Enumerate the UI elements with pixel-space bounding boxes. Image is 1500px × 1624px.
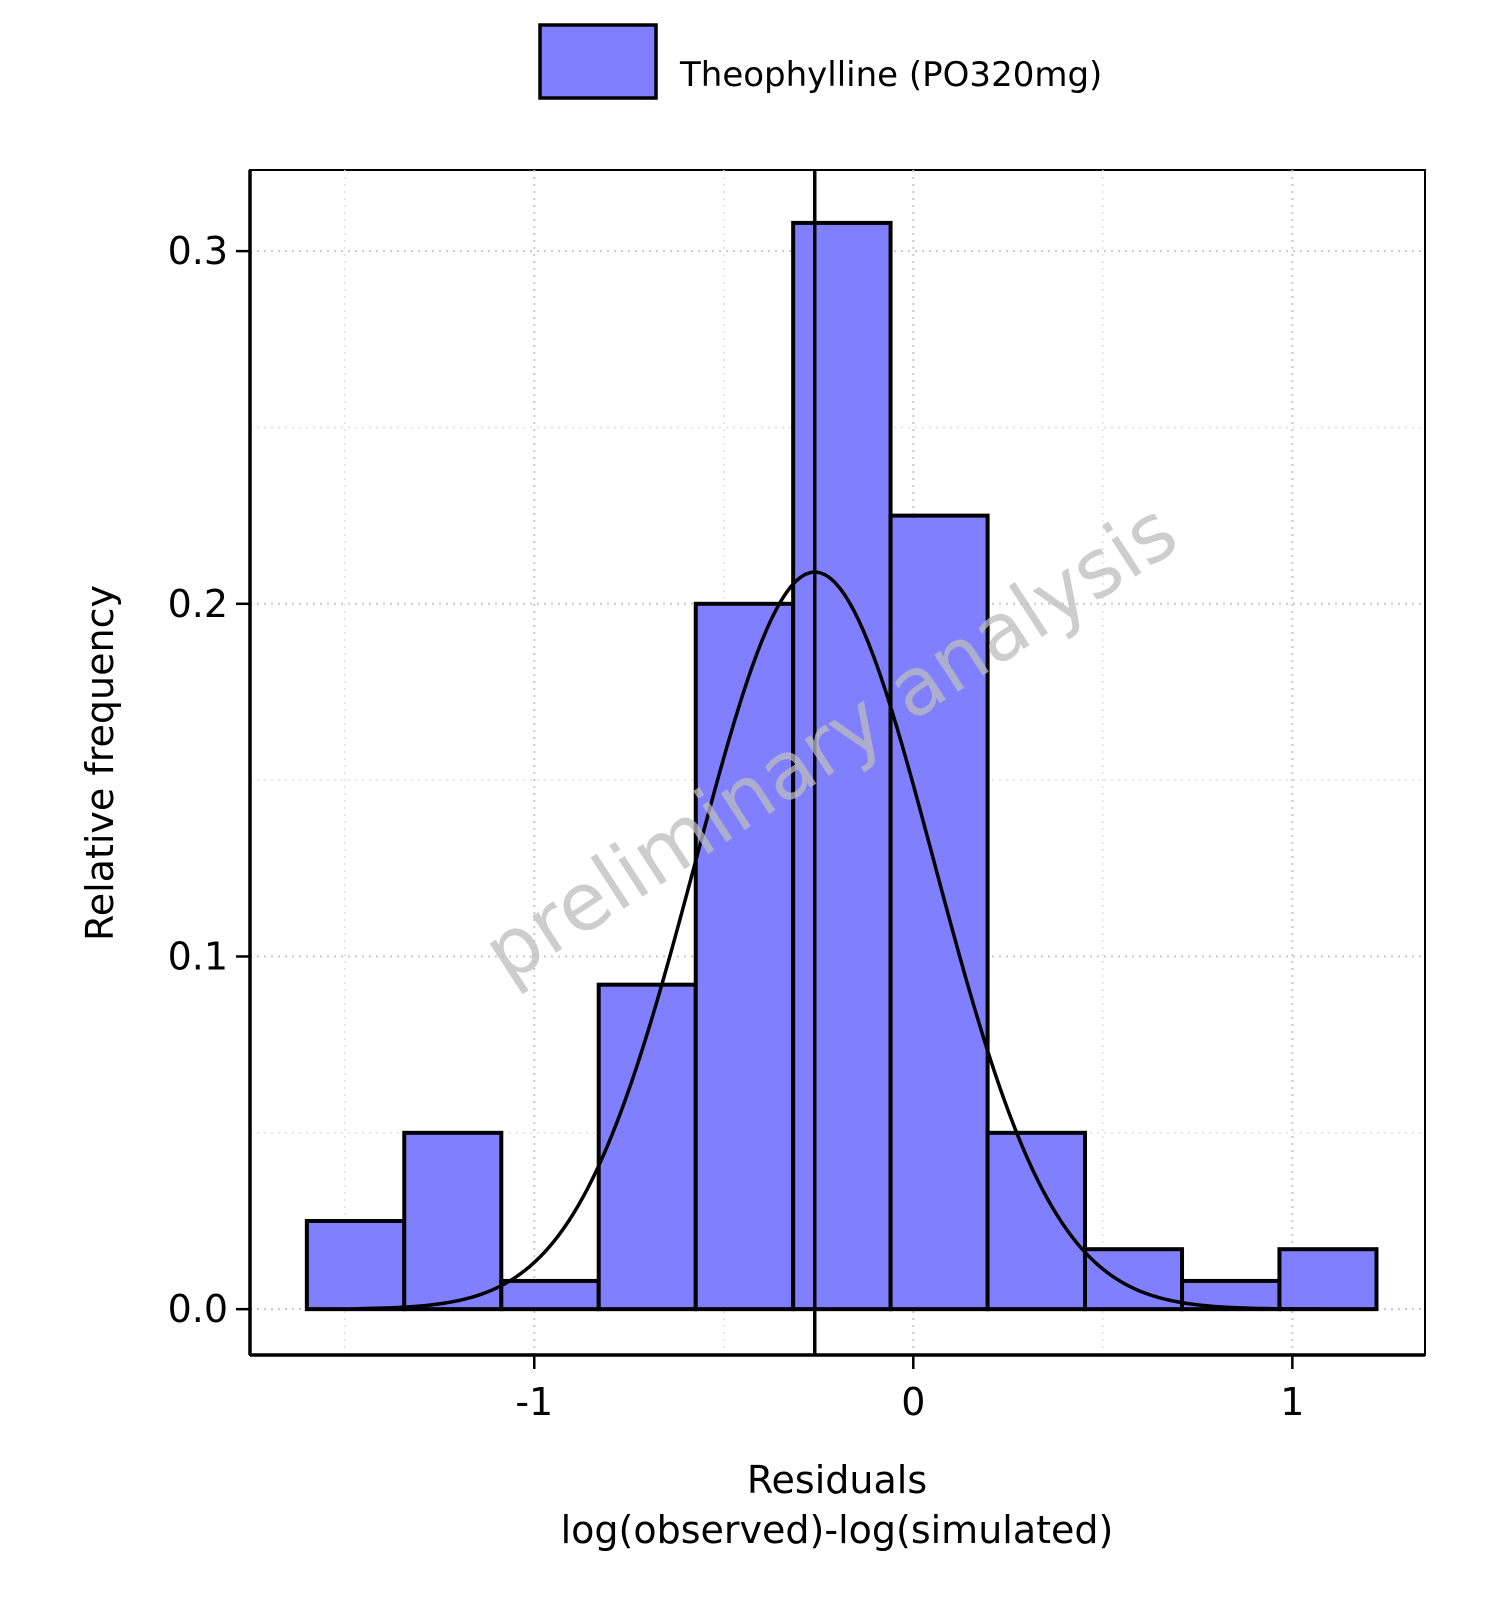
x-axis-ticks: -1 0 1: [515, 1355, 1304, 1424]
normal-curve: [356, 570, 1323, 1311]
histogram-bars: [304, 220, 1379, 1312]
histogram-bar: [888, 513, 990, 1312]
legend-swatch: [538, 23, 658, 100]
histogram-bar: [304, 1218, 407, 1312]
histogram-bar: [499, 1278, 601, 1312]
y-tick-label: 0.3: [168, 229, 228, 273]
y-axis-ticks: 0.0 0.1 0.2 0.3: [168, 229, 250, 1331]
x-tick-label: 0: [901, 1380, 925, 1424]
y-tick-label: 0.1: [168, 934, 228, 978]
y-tick-label: 0.0: [168, 1287, 228, 1331]
legend: Theophylline (PO320mg): [538, 23, 1102, 100]
x-tick-label: -1: [515, 1380, 553, 1424]
x-tick-label: 1: [1280, 1380, 1304, 1424]
histogram-bar: [402, 1130, 504, 1312]
histogram-bar: [1277, 1247, 1379, 1312]
x-axis-title-line1: Residuals: [747, 1458, 927, 1502]
y-tick-label: 0.2: [168, 582, 228, 626]
x-axis-title-line2: log(observed)-log(simulated): [561, 1508, 1114, 1552]
histogram-bar: [791, 220, 893, 1312]
y-axis-title: Relative frequency: [78, 585, 122, 941]
histogram-bar: [985, 1130, 1088, 1312]
legend-label: Theophylline (PO320mg): [679, 55, 1102, 95]
histogram-bar: [693, 601, 796, 1312]
normal-curve-group: [356, 570, 1323, 1311]
